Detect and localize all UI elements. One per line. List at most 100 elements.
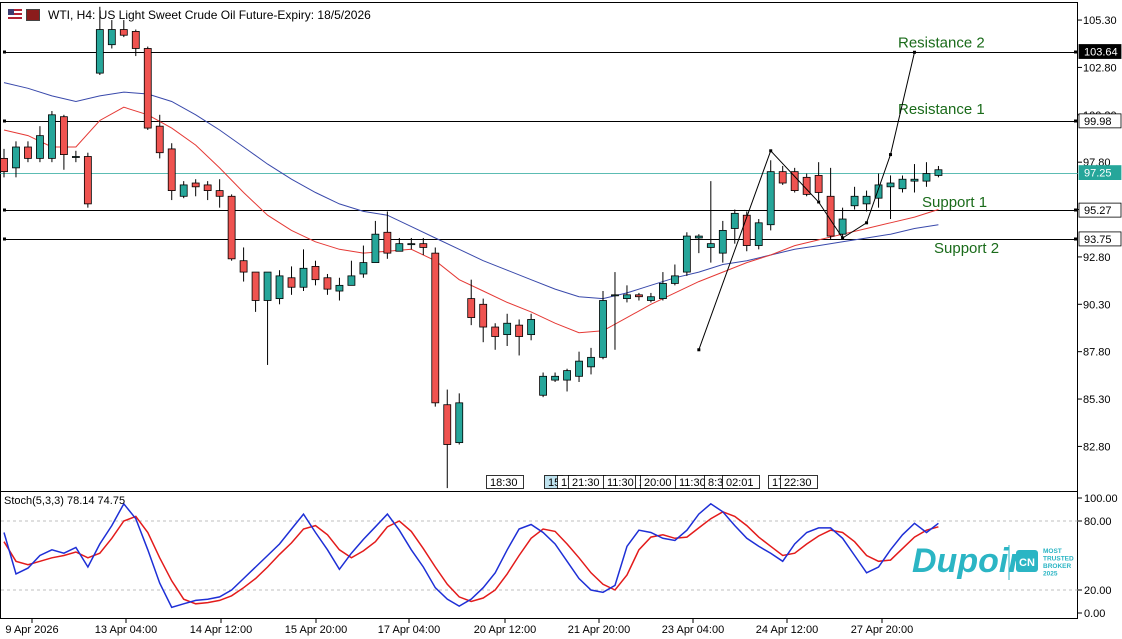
- candle: [479, 298, 488, 343]
- candle: [467, 279, 476, 326]
- bear-candle-body: [323, 277, 332, 290]
- bear-candle-body: [203, 184, 212, 191]
- price-tag-box: [1078, 113, 1122, 129]
- bear-candle-body: [239, 260, 248, 273]
- candle: [275, 270, 284, 305]
- bull-candle-body: [922, 173, 931, 182]
- price-tick-label: 85.30: [1083, 394, 1111, 406]
- candle: [778, 165, 787, 185]
- bull-candle-body: [12, 146, 20, 169]
- price-tag-box: [1078, 231, 1122, 247]
- candle: [551, 372, 559, 382]
- bear-candle-body: [431, 252, 440, 404]
- zigzag-point: [889, 153, 893, 157]
- bear-candle-body: [191, 182, 200, 188]
- session-marker-label: 02:01: [726, 477, 754, 489]
- bull-candle-body: [910, 178, 919, 182]
- candle: [60, 114, 68, 170]
- candle: [36, 126, 44, 163]
- price-tick-label: 105.30: [1083, 15, 1117, 27]
- session-marker-label: 11:30: [607, 477, 634, 489]
- bull-candle-body: [48, 114, 56, 159]
- bull-candle-body: [706, 243, 715, 248]
- time-axis[interactable]: 9 Apr 2026 13 Apr 04:00 14 Apr 12:00 15 Apr…: [5, 619, 913, 636]
- candle: [143, 46, 152, 130]
- candle: [503, 313, 512, 346]
- candle: [83, 152, 92, 208]
- bull-candle-body: [359, 262, 368, 275]
- plot-border: [0, 2, 1078, 619]
- support-2-price-tag: 93.75: [1078, 231, 1122, 247]
- candle: [563, 368, 571, 392]
- zigzag-point: [912, 50, 916, 54]
- time-tick-label: 14 Apr 12:00: [190, 624, 252, 636]
- bear-candle-body: [0, 157, 8, 173]
- bull-candle-body: [886, 182, 895, 188]
- candle: [335, 277, 344, 301]
- candle: [443, 389, 452, 489]
- bull-candle-body: [551, 375, 559, 381]
- session-marker-label: 22:30: [784, 477, 812, 489]
- bear-candle-body: [167, 148, 176, 191]
- resistance-1-anchor-right: [1074, 119, 1077, 123]
- candle: [371, 220, 380, 264]
- zigzag-point: [865, 221, 869, 225]
- oil-flag-icon: [26, 9, 40, 21]
- candle: [155, 114, 164, 159]
- badge-text-line: TRUSTED: [1043, 556, 1074, 563]
- bear-candle-body: [227, 195, 236, 260]
- bull-candle-body: [898, 178, 907, 190]
- bear-candle-body: [215, 190, 224, 197]
- bull-candle-body: [71, 156, 80, 158]
- candle: [623, 285, 631, 303]
- session-marker-label: 18:30: [490, 477, 518, 489]
- bear-candle-body: [479, 303, 488, 328]
- badge-text-line: MOST: [1043, 548, 1062, 555]
- price-axis[interactable]: 105.30102.80100.3097.8095.3092.8090.3087…: [1078, 15, 1122, 453]
- support-2-anchor-right: [1074, 237, 1077, 241]
- session-marker-label: 8:3: [708, 477, 723, 489]
- level-lines: Resistance 2 Resistance 1 Support 1 Support…: [0, 35, 1078, 257]
- bear-candle-body: [826, 195, 835, 237]
- bull-candle-body: [347, 275, 356, 286]
- candle: [874, 173, 883, 208]
- candle: [359, 245, 368, 278]
- stoch-d-line: [3, 510, 939, 605]
- candle: [922, 162, 931, 187]
- price-tick-label: 90.30: [1083, 299, 1111, 311]
- bull-candle-body: [623, 294, 631, 300]
- bear-candle-body: [143, 48, 152, 129]
- stoch-k-line: [3, 502, 939, 609]
- bull-candle-body: [611, 294, 619, 297]
- bull-candle-body: [874, 184, 883, 199]
- price-tag-label: 97.25: [1084, 168, 1112, 180]
- resistance-2-anchor-right: [1074, 50, 1077, 54]
- resistance-1-label: Resistance 1: [898, 101, 985, 118]
- resistance-2-price-tag: 103.64: [1078, 44, 1122, 59]
- chart-header: WTI, H4: US Light Sweet Crude Oil Future…: [8, 7, 371, 23]
- bear-candle-body: [287, 277, 296, 288]
- candle: [95, 6, 104, 76]
- bull-candle-body: [275, 275, 284, 300]
- bull-candle-body: [766, 171, 775, 226]
- candle: [886, 175, 895, 220]
- bull-candle-body: [730, 212, 739, 229]
- bear-candle-body: [491, 326, 500, 337]
- time-tick-label: 20 Apr 12:00: [474, 624, 536, 636]
- time-tick-label: 9 Apr 2026: [5, 624, 58, 636]
- bear-candle-body: [119, 29, 128, 36]
- candle: [814, 162, 823, 201]
- candle: [287, 266, 296, 295]
- candle: [599, 291, 607, 360]
- candle: [635, 292, 643, 301]
- bull-candle-body: [599, 300, 607, 358]
- candle: [754, 219, 763, 250]
- bear-candle-body: [635, 294, 643, 298]
- candle: [682, 232, 691, 276]
- candle: [311, 260, 320, 286]
- candle: [934, 165, 943, 178]
- candle: [71, 150, 80, 163]
- price-tag-box: [1078, 165, 1122, 180]
- candle: [107, 20, 116, 49]
